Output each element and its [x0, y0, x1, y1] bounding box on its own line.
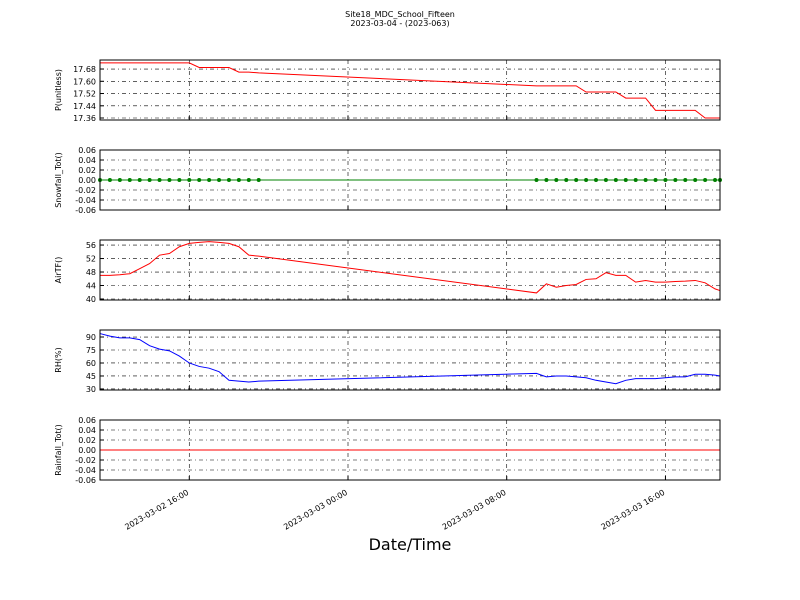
- y-tick-label: 56: [86, 241, 96, 250]
- x-tick-label: 2023-03-02 16:00: [123, 488, 190, 532]
- chart-title: Site18_MDC_School_Fifteen: [345, 10, 455, 19]
- data-point: [187, 178, 192, 182]
- data-point: [574, 178, 579, 182]
- x-tick-label: 2023-03-03 08:00: [441, 488, 508, 532]
- y-tick-label: 44: [86, 282, 96, 291]
- data-point: [256, 178, 261, 182]
- y-tick-label: 60: [86, 359, 96, 368]
- y-tick-label: 0.06: [78, 416, 96, 425]
- y-tick-label: -0.02: [75, 456, 96, 465]
- data-point: [137, 178, 142, 182]
- data-point: [147, 178, 152, 182]
- y-tick-label: 30: [86, 385, 96, 394]
- y-tick-label: 17.52: [73, 90, 96, 99]
- data-point: [554, 178, 559, 182]
- y-tick-label: -0.04: [75, 196, 96, 205]
- data-point: [713, 178, 718, 182]
- data-point: [107, 178, 112, 182]
- y-tick-label: 75: [86, 346, 96, 355]
- y-axis-title: Rainfall_Tot(): [54, 424, 63, 476]
- y-tick-label: -0.06: [75, 476, 96, 485]
- data-point: [594, 178, 598, 182]
- x-tick-label: 2023-03-03 00:00: [282, 488, 349, 532]
- data-point: [613, 178, 618, 182]
- y-tick-label: 48: [86, 268, 96, 277]
- data-line: [99, 333, 721, 385]
- data-point: [653, 178, 658, 182]
- y-tick-label: 0.00: [78, 176, 96, 185]
- data-point: [703, 178, 708, 182]
- data-point: [663, 178, 668, 182]
- data-line: [100, 241, 721, 294]
- data-point: [673, 178, 678, 182]
- y-tick-label: 0.06: [78, 146, 96, 155]
- y-tick-label: 45: [86, 372, 96, 381]
- y-tick-label: 0.04: [78, 156, 96, 165]
- chart-subtitle: 2023-03-04 - (2023-063): [350, 19, 449, 28]
- y-tick-label: 0.00: [78, 446, 96, 455]
- y-tick-label: 17.36: [73, 114, 96, 123]
- data-point: [207, 178, 212, 182]
- x-axis-title: Date/Time: [369, 535, 452, 554]
- plot-frame: [99, 59, 721, 121]
- y-axis-title: RH(%): [54, 347, 63, 372]
- data-point: [623, 178, 628, 182]
- plot-frame: [99, 239, 721, 301]
- data-point: [157, 178, 162, 182]
- data-point: [127, 178, 132, 182]
- y-tick-label: -0.02: [75, 186, 96, 195]
- data-point: [683, 178, 688, 182]
- y-tick-label: 0.02: [78, 436, 96, 445]
- y-tick-label: 0.02: [78, 166, 96, 175]
- data-point: [246, 178, 251, 182]
- y-axis-title: P(unitless): [54, 69, 63, 111]
- data-point: [177, 178, 182, 182]
- y-tick-label: 0.04: [78, 426, 96, 435]
- y-tick-label: 17.60: [73, 77, 96, 86]
- y-tick-label: 40: [86, 295, 96, 304]
- data-point: [633, 178, 638, 182]
- y-tick-label: 17.44: [73, 102, 96, 111]
- x-tick-label: 2023-03-03 16:00: [600, 488, 667, 532]
- plot-frame: [99, 419, 721, 481]
- data-point: [217, 178, 222, 182]
- data-point: [167, 178, 172, 182]
- data-point: [236, 178, 241, 182]
- y-tick-label: -0.04: [75, 466, 96, 475]
- y-tick-label: -0.06: [75, 206, 96, 215]
- data-point: [534, 178, 539, 182]
- plot-frame: [99, 329, 721, 391]
- data-point: [584, 178, 589, 182]
- data-point: [564, 178, 569, 182]
- y-tick-label: 17.68: [73, 65, 96, 74]
- plot-frame: [99, 149, 721, 211]
- data-point: [226, 178, 231, 182]
- data-point: [693, 178, 698, 182]
- data-point: [117, 178, 122, 182]
- data-point: [643, 178, 648, 182]
- data-line: [100, 62, 720, 119]
- y-tick-label: 90: [86, 333, 96, 342]
- y-axis-title: Snowfall_Tot(): [54, 152, 63, 208]
- y-tick-label: 52: [86, 255, 96, 264]
- y-axis-title: AirTF(): [54, 257, 63, 284]
- data-point: [603, 178, 608, 182]
- data-point: [544, 178, 549, 182]
- data-point: [197, 178, 202, 182]
